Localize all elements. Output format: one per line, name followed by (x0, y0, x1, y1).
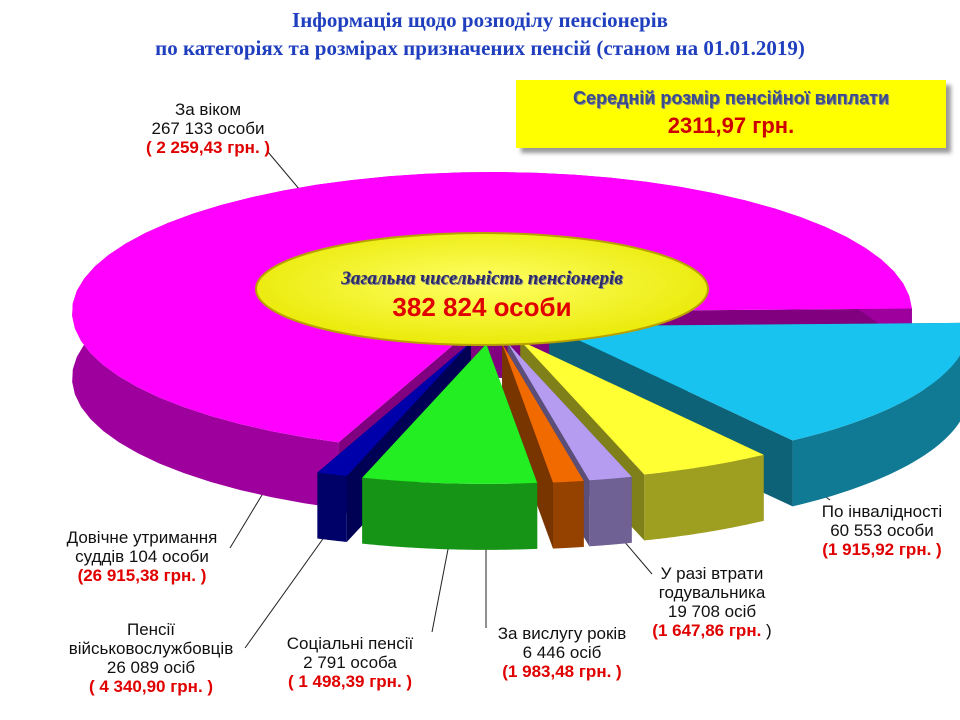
label-judges-count: суддів 104 особи (75, 547, 209, 566)
label-disability-amount: (1 915,92 грн. ) (822, 540, 942, 559)
slice-2-top (520, 340, 764, 475)
label-survivor-name2: годувальника (658, 583, 766, 602)
slice-1-rim (792, 355, 960, 507)
label-disability-count: 60 553 особи (830, 521, 934, 540)
slice-6-top (317, 342, 471, 476)
label-service: За вислугу років 6 446 осіб (1 983,48 гр… (486, 624, 638, 681)
label-social-count: 2 791 особа (303, 653, 397, 672)
total-label: Загальна чисельність пенсіонерів (341, 268, 623, 289)
label-age-name: За віком (174, 100, 242, 119)
total-value: 382 824 особи (392, 292, 572, 322)
slice-4-rim (552, 480, 584, 549)
label-disability-name: По інвалідності (821, 502, 943, 521)
slice-1-top (549, 322, 960, 441)
slice-4-top (502, 343, 584, 483)
chart-title-line1: Інформація щодо розподілу пенсіонерів (292, 8, 668, 32)
label-disability: По інвалідності 60 553 особи (1 915,92 г… (802, 502, 960, 559)
average-pension-value: 2311,97 грн. (667, 113, 795, 138)
slice-5 (362, 343, 538, 550)
slice-4 (502, 343, 584, 549)
label-service-name: За вислугу років (497, 624, 627, 643)
average-pension-label: Середній розмір пенсійної виплати (572, 88, 890, 108)
label-age: За віком 267 133 особи ( 2 259,43 грн. ) (118, 100, 298, 157)
slice-5-top (362, 343, 538, 484)
label-survivor-amount-tail: ) (761, 621, 772, 640)
slice-3-top (507, 343, 632, 481)
label-survivor: У разі втрати годувальника 19 708 осіб (… (636, 564, 788, 640)
label-military-count: 26 089 осіб (106, 658, 196, 677)
label-service-count: 6 446 осіб (522, 643, 602, 662)
label-social-amount: ( 1 498,39 грн. ) (287, 672, 413, 691)
label-judges-name: Довічне утримання (66, 528, 218, 547)
slice-6-rim (317, 472, 347, 542)
label-survivor-count: 19 708 осіб (667, 602, 757, 621)
total-ellipse (255, 232, 709, 346)
label-survivor-amount: (1 647,86 грн. (652, 621, 762, 640)
slice-3-rim (589, 476, 632, 547)
label-service-amount: (1 983,48 грн. ) (502, 662, 622, 681)
chart-title-line2: по категоріях та розмірах призначених пе… (155, 36, 805, 60)
label-military: Пенсії військовослужбовців 26 089 осіб (… (58, 620, 244, 696)
average-pension-box: Середній розмір пенсійної виплати 2311,9… (516, 80, 946, 148)
label-survivor-name1: У разі втрати (660, 564, 764, 583)
label-military-name1: Пенсії (126, 620, 176, 639)
label-social-name: Соціальні пенсії (286, 634, 414, 653)
label-judges-amount: (26 915,38 грн. ) (77, 566, 207, 585)
label-military-amount: ( 4 340,90 грн. ) (88, 677, 214, 696)
slice-2-rim (644, 454, 764, 541)
label-social: Соціальні пенсії 2 791 особа ( 1 498,39 … (272, 634, 428, 691)
label-age-amount: ( 2 259,43 грн. ) (145, 138, 271, 157)
slice-6-wall-1 (317, 342, 471, 539)
label-age-count: 267 133 особи (151, 119, 265, 138)
label-judges: Довічне утримання суддів 104 особи (26 9… (56, 528, 228, 585)
slice-4-wall-1 (502, 343, 553, 549)
label-military-name2: військовослужбовців (68, 639, 234, 658)
slice-5-rim (362, 477, 538, 550)
